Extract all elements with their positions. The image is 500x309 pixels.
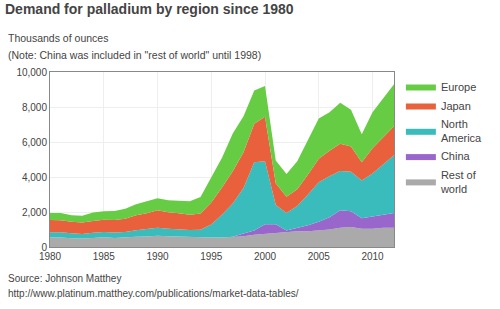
svg-text:(Note: China was included in ": (Note: China was included in "rest of wo… — [8, 49, 261, 61]
svg-text:http://www.platinum.matthey.co: http://www.platinum.matthey.com/publicat… — [8, 288, 299, 299]
svg-text:China: China — [441, 150, 471, 162]
svg-text:6,000: 6,000 — [22, 137, 47, 148]
svg-text:10,000: 10,000 — [16, 67, 47, 78]
svg-text:Rest ofworld: Rest ofworld — [440, 169, 477, 195]
svg-text:4,000: 4,000 — [22, 172, 47, 183]
svg-text:Demand for palladium by region: Demand for palladium by region since 198… — [5, 1, 294, 17]
svg-text:8,000: 8,000 — [22, 102, 47, 113]
svg-text:1990: 1990 — [146, 251, 169, 262]
svg-text:2,000: 2,000 — [22, 207, 47, 218]
svg-text:2000: 2000 — [254, 251, 277, 262]
svg-text:Thousands of ounces: Thousands of ounces — [8, 32, 108, 44]
svg-text:Japan: Japan — [441, 100, 471, 112]
svg-text:2005: 2005 — [308, 251, 331, 262]
svg-text:NorthAmerica: NorthAmerica — [441, 118, 482, 144]
svg-text:Source: Johnson Matthey: Source: Johnson Matthey — [8, 273, 121, 284]
svg-text:Europe: Europe — [441, 81, 476, 93]
svg-text:0: 0 — [41, 242, 47, 253]
svg-text:1995: 1995 — [200, 251, 223, 262]
svg-text:2010: 2010 — [361, 251, 384, 262]
svg-text:1980: 1980 — [39, 251, 62, 262]
svg-text:1985: 1985 — [93, 251, 116, 262]
